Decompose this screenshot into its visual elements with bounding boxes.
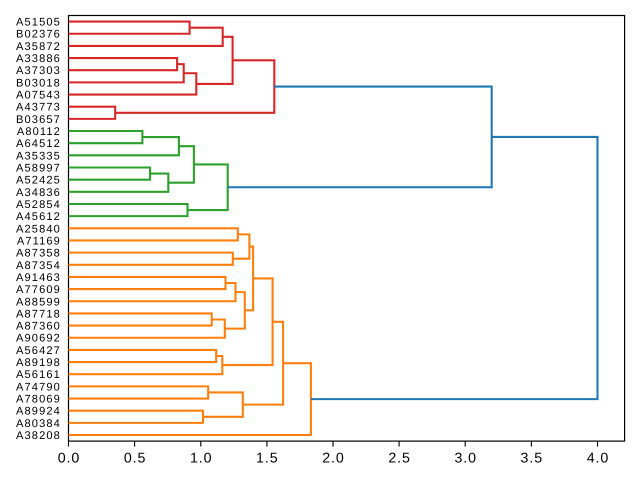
svg-text:3.0: 3.0 bbox=[454, 450, 477, 466]
svg-text:1.0: 1.0 bbox=[190, 450, 213, 466]
svg-text:A87360: A87360 bbox=[16, 321, 61, 333]
svg-text:A78069: A78069 bbox=[16, 394, 61, 406]
svg-text:A87354: A87354 bbox=[16, 260, 61, 272]
svg-text:B03018: B03018 bbox=[16, 77, 61, 89]
svg-text:A52425: A52425 bbox=[16, 175, 61, 187]
svg-text:A77609: A77609 bbox=[16, 284, 61, 296]
svg-text:A80112: A80112 bbox=[17, 126, 61, 138]
svg-text:A64512: A64512 bbox=[16, 138, 61, 150]
svg-text:A89924: A89924 bbox=[16, 406, 61, 418]
svg-text:A88599: A88599 bbox=[16, 296, 61, 308]
svg-text:B02376: B02376 bbox=[16, 29, 61, 41]
svg-text:A52854: A52854 bbox=[16, 199, 61, 211]
svg-text:A37303: A37303 bbox=[16, 65, 61, 77]
svg-text:1.5: 1.5 bbox=[256, 450, 279, 466]
svg-text:B03657: B03657 bbox=[16, 114, 61, 126]
svg-text:A87358: A87358 bbox=[16, 248, 61, 260]
svg-text:A35872: A35872 bbox=[16, 41, 61, 53]
svg-text:A43773: A43773 bbox=[16, 102, 61, 114]
svg-text:A35335: A35335 bbox=[16, 150, 61, 162]
svg-text:0.0: 0.0 bbox=[58, 450, 81, 466]
svg-text:2.5: 2.5 bbox=[388, 450, 411, 466]
svg-text:A90692: A90692 bbox=[16, 333, 61, 345]
svg-text:A34836: A34836 bbox=[16, 187, 61, 199]
svg-text:A89198: A89198 bbox=[16, 357, 61, 369]
svg-text:A33886: A33886 bbox=[16, 53, 61, 65]
svg-text:A45612: A45612 bbox=[16, 211, 61, 223]
svg-text:A87718: A87718 bbox=[16, 308, 61, 320]
svg-text:A07543: A07543 bbox=[16, 90, 61, 102]
svg-text:A56427: A56427 bbox=[16, 345, 61, 357]
svg-text:A51505: A51505 bbox=[16, 17, 61, 29]
svg-text:0.5: 0.5 bbox=[124, 450, 147, 466]
svg-text:2.0: 2.0 bbox=[322, 450, 345, 466]
svg-text:4.0: 4.0 bbox=[587, 450, 610, 466]
svg-text:A58997: A58997 bbox=[16, 163, 61, 175]
svg-text:3.5: 3.5 bbox=[521, 450, 544, 466]
svg-text:A80384: A80384 bbox=[16, 418, 61, 430]
svg-text:A71169: A71169 bbox=[17, 235, 61, 247]
svg-text:A25840: A25840 bbox=[16, 223, 61, 235]
svg-text:A56161: A56161 bbox=[16, 369, 61, 381]
svg-text:A74790: A74790 bbox=[16, 381, 61, 393]
svg-text:A38208: A38208 bbox=[16, 430, 61, 442]
svg-text:A91463: A91463 bbox=[16, 272, 61, 284]
